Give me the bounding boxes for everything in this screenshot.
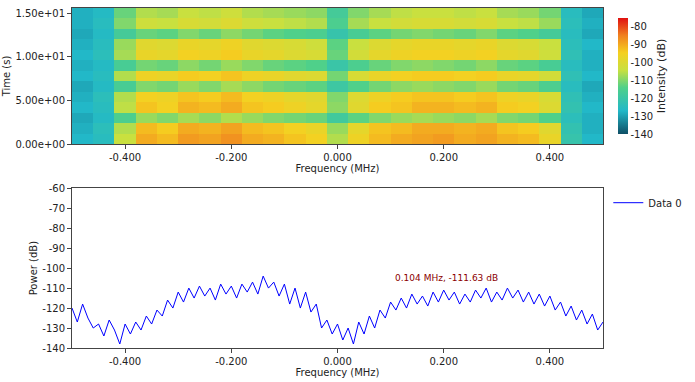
svg-text:-130: -130 <box>42 323 65 334</box>
svg-text:Data 0: Data 0 <box>648 198 681 209</box>
svg-text:-90: -90 <box>631 39 647 50</box>
svg-text:-120: -120 <box>42 303 65 314</box>
svg-text:-120: -120 <box>631 93 654 104</box>
svg-text:-0.200: -0.200 <box>215 356 247 367</box>
svg-text:-0.400: -0.400 <box>109 356 141 367</box>
svg-text:Power (dB): Power (dB) <box>28 241 39 296</box>
svg-text:-110: -110 <box>631 75 654 86</box>
svg-text:-140: -140 <box>631 129 654 140</box>
svg-text:-90: -90 <box>49 243 65 254</box>
svg-text:-130: -130 <box>631 111 654 122</box>
svg-text:-0.400: -0.400 <box>109 152 141 163</box>
svg-text:-140: -140 <box>42 343 65 354</box>
svg-text:5.00e+00: 5.00e+00 <box>15 95 65 106</box>
svg-text:-80: -80 <box>49 223 65 234</box>
svg-text:0.200: 0.200 <box>429 152 458 163</box>
svg-text:-80: -80 <box>631 21 647 32</box>
svg-text:0.200: 0.200 <box>429 356 458 367</box>
svg-text:0.000: 0.000 <box>323 356 352 367</box>
svg-text:-100: -100 <box>631 57 654 68</box>
svg-text:0.00e+00: 0.00e+00 <box>15 139 65 150</box>
svg-text:Frequency (MHz): Frequency (MHz) <box>295 163 379 174</box>
svg-text:0.104 MHz, -111.63 dB: 0.104 MHz, -111.63 dB <box>395 273 498 283</box>
svg-text:1.50e+01: 1.50e+01 <box>15 8 65 19</box>
svg-text:-60: -60 <box>49 183 65 194</box>
svg-text:Time (s): Time (s) <box>1 56 12 98</box>
svg-text:-0.200: -0.200 <box>215 152 247 163</box>
svg-text:Intensity (dB): Intensity (dB) <box>655 39 668 114</box>
svg-text:-110: -110 <box>42 283 65 294</box>
svg-text:0.400: 0.400 <box>536 356 565 367</box>
svg-text:0.000: 0.000 <box>323 152 352 163</box>
svg-text:0.400: 0.400 <box>536 152 565 163</box>
svg-text:Frequency (MHz): Frequency (MHz) <box>295 367 379 378</box>
svg-text:1.00e+01: 1.00e+01 <box>15 51 65 62</box>
svg-text:-100: -100 <box>42 263 65 274</box>
svg-text:-70: -70 <box>49 203 65 214</box>
